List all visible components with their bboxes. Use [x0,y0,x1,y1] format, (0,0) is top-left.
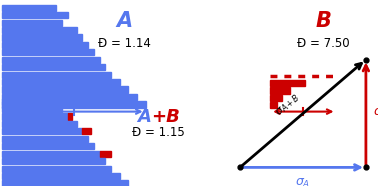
Text: $\sigma_{A+B}$: $\sigma_{A+B}$ [273,91,302,119]
Text: Đ = 1.14: Đ = 1.14 [98,37,151,50]
FancyBboxPatch shape [2,143,94,149]
FancyBboxPatch shape [2,72,111,78]
FancyBboxPatch shape [2,136,88,142]
Text: +B: +B [151,108,180,126]
FancyBboxPatch shape [2,166,111,172]
FancyBboxPatch shape [2,99,56,105]
FancyBboxPatch shape [2,94,137,100]
FancyBboxPatch shape [270,87,290,94]
Text: A: A [117,11,133,31]
FancyBboxPatch shape [2,128,82,134]
FancyBboxPatch shape [99,151,111,157]
Text: B: B [315,11,331,31]
FancyBboxPatch shape [2,106,62,112]
FancyBboxPatch shape [270,102,277,108]
FancyBboxPatch shape [270,80,305,86]
FancyBboxPatch shape [2,27,77,33]
FancyBboxPatch shape [2,113,68,120]
FancyBboxPatch shape [270,95,282,101]
FancyBboxPatch shape [2,64,105,70]
Text: Đ = 1.15: Đ = 1.15 [132,126,185,140]
FancyBboxPatch shape [2,57,99,63]
FancyBboxPatch shape [2,86,128,93]
FancyBboxPatch shape [2,151,99,157]
FancyBboxPatch shape [2,5,56,11]
FancyBboxPatch shape [2,121,77,127]
Text: $\sigma_A$: $\sigma_A$ [295,177,311,186]
FancyBboxPatch shape [2,158,105,164]
Text: A: A [137,108,151,126]
FancyBboxPatch shape [82,128,91,134]
FancyBboxPatch shape [2,101,146,108]
FancyBboxPatch shape [2,180,128,186]
FancyBboxPatch shape [2,12,68,18]
FancyBboxPatch shape [2,20,62,26]
FancyBboxPatch shape [68,113,72,120]
Text: Đ = 7.50: Đ = 7.50 [297,37,350,50]
FancyBboxPatch shape [2,49,94,55]
FancyBboxPatch shape [2,79,120,85]
Text: $\sigma_B$: $\sigma_B$ [373,107,378,120]
FancyBboxPatch shape [2,173,120,179]
FancyBboxPatch shape [2,34,82,41]
FancyBboxPatch shape [2,42,88,48]
